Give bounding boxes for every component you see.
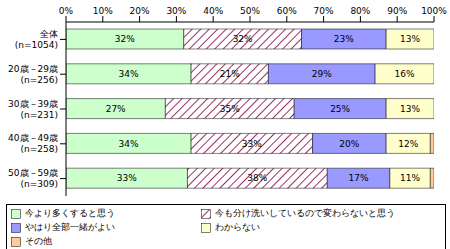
svg-text:25%: 25% xyxy=(330,104,350,114)
svg-text:32%: 32% xyxy=(115,34,135,44)
svg-text:100%: 100% xyxy=(421,6,442,16)
svg-text:33%: 33% xyxy=(117,173,137,183)
svg-text:17%: 17% xyxy=(349,173,369,183)
svg-text:38%: 38% xyxy=(247,173,267,183)
svg-text:12%: 12% xyxy=(398,139,418,149)
html-text:やはり全部一緒がよい: やはり全部一緒がよい xyxy=(25,222,115,232)
svg-text:23%: 23% xyxy=(334,34,354,44)
svg-text:30%: 30% xyxy=(166,6,186,16)
svg-text:20%: 20% xyxy=(339,139,359,149)
svg-text:27%: 27% xyxy=(106,104,126,114)
html-text:その他: その他 xyxy=(25,236,52,246)
svg-text:34%: 34% xyxy=(119,139,139,149)
svg-text:20歳－29歳(n=256): 20歳－29歳(n=256) xyxy=(8,64,58,85)
html-text:わからない: わからない xyxy=(215,222,260,232)
svg-text:32%: 32% xyxy=(233,34,253,44)
svg-text:0%: 0% xyxy=(59,6,74,16)
html-text:今より多くすると思う: 今より多くすると思う xyxy=(25,208,115,218)
svg-text:29%: 29% xyxy=(312,69,332,79)
svg-text:35%: 35% xyxy=(220,104,240,114)
svg-text:11%: 11% xyxy=(400,173,420,183)
svg-text:90%: 90% xyxy=(387,6,407,16)
svg-text:30歳－39歳(n=231): 30歳－39歳(n=231) xyxy=(8,99,58,120)
svg-text:50歳－59歳(n=309): 50歳－59歳(n=309) xyxy=(8,168,58,189)
html-text:今も分け洗いしているので変わらないと思う: 今も分け洗いしているので変わらないと思う xyxy=(215,208,395,218)
svg-text:40%: 40% xyxy=(203,6,223,16)
svg-text:13%: 13% xyxy=(400,104,420,114)
svg-text:33%: 33% xyxy=(242,139,262,149)
svg-text:34%: 34% xyxy=(119,69,139,79)
svg-text:20%: 20% xyxy=(130,6,150,16)
svg-text:10%: 10% xyxy=(93,6,113,16)
svg-text:16%: 16% xyxy=(395,69,415,79)
svg-text:60%: 60% xyxy=(277,6,297,16)
svg-text:50%: 50% xyxy=(240,6,260,16)
svg-text:40歳－49歳(n=258): 40歳－49歳(n=258) xyxy=(8,133,58,154)
svg-text:21%: 21% xyxy=(220,69,240,79)
svg-text:全体(n=1054): 全体(n=1054) xyxy=(15,29,58,50)
svg-text:13%: 13% xyxy=(400,34,420,44)
svg-text:80%: 80% xyxy=(350,6,370,16)
svg-text:70%: 70% xyxy=(314,6,334,16)
